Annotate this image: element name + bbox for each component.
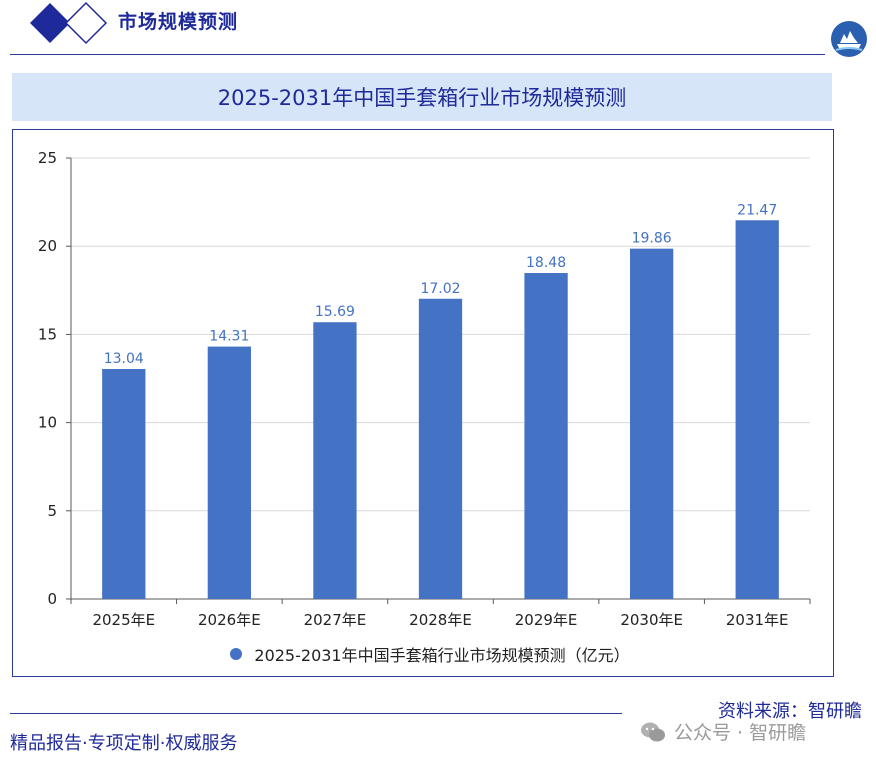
wechat-icon xyxy=(641,722,665,741)
data-label: 14.31 xyxy=(209,329,249,345)
watermark-text: 公众号 · 智研瞻 xyxy=(674,722,807,744)
bar xyxy=(313,322,357,599)
y-tick-label: 25 xyxy=(38,149,57,167)
bar xyxy=(524,273,568,599)
y-tick-label: 20 xyxy=(38,237,57,255)
data-label: 19.86 xyxy=(632,231,672,247)
y-tick-label: 10 xyxy=(38,414,57,432)
y-tick-label: 0 xyxy=(47,590,57,608)
y-tick-label: 15 xyxy=(38,325,57,343)
data-label: 21.47 xyxy=(737,202,777,218)
data-label: 18.48 xyxy=(526,255,566,271)
data-label: 15.69 xyxy=(315,304,355,320)
watermark: 公众号 · 智研瞻 xyxy=(640,718,806,745)
footer-divider xyxy=(10,713,622,714)
tagline: 精品报告·专项定制·权威服务 xyxy=(10,733,238,754)
y-tick-label: 5 xyxy=(47,502,57,520)
x-tick-label: 2025年E xyxy=(92,611,155,629)
chart-frame xyxy=(12,129,834,677)
bar xyxy=(418,298,463,599)
x-tick-label: 2031年E xyxy=(726,611,789,629)
bar-chart: 0 5 10 15 20 25 13.04 2025年E 14.31 2026年E 15.69 202… xyxy=(38,149,811,629)
x-tick-label: 2026年E xyxy=(198,611,261,629)
legend-marker xyxy=(230,648,243,660)
bar xyxy=(630,248,674,599)
chart-legend: 2025-2031年中国手套箱行业市场规模预测（亿元） xyxy=(0,642,860,666)
page-title: 市场规模预测 xyxy=(118,11,239,33)
bar xyxy=(102,368,146,599)
x-tick-label: 2027年E xyxy=(304,611,367,629)
x-tick-label: 2030年E xyxy=(620,611,683,629)
brand-logo-icon xyxy=(831,21,867,57)
data-label: 17.02 xyxy=(420,281,460,297)
logo-diamonds xyxy=(30,1,108,45)
chart-title: 2025-2031年中国手套箱行业市场规模预测 xyxy=(217,86,627,110)
chart-title-band: 2025-2031年中国手套箱行业市场规模预测 xyxy=(12,73,832,121)
data-label: 13.04 xyxy=(104,351,144,367)
source-note: 资料来源：智研瞻 xyxy=(718,701,862,722)
bar xyxy=(207,346,251,599)
x-tick-label: 2029年E xyxy=(515,611,578,629)
legend-label: 2025-2031年中国手套箱行业市场规模预测（亿元） xyxy=(254,646,630,665)
x-tick-label: 2028年E xyxy=(409,611,472,629)
bar xyxy=(735,220,779,599)
header-divider xyxy=(10,54,825,55)
